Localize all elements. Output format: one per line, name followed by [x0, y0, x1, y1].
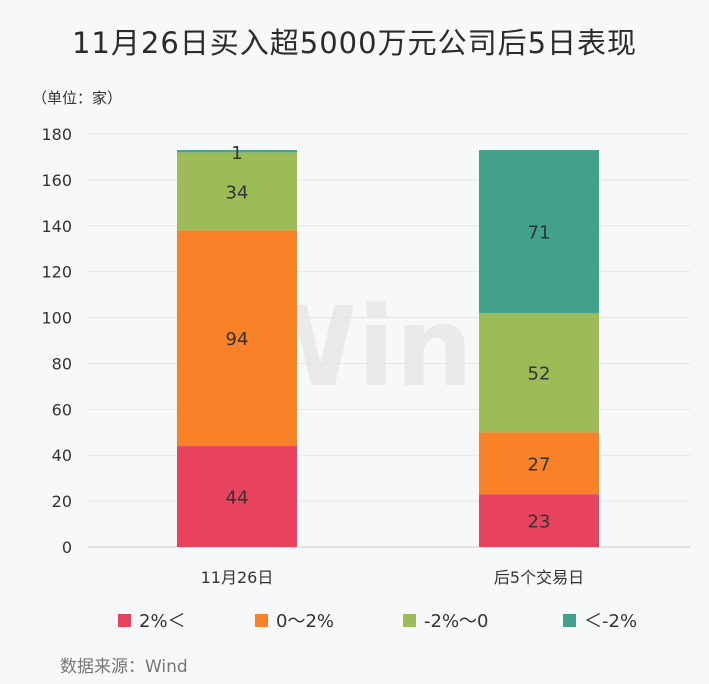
- data-label: 1: [231, 143, 242, 164]
- legend-label: 0～2%: [276, 611, 334, 632]
- legend-label: 2%＜: [139, 611, 186, 632]
- bar-segment: [177, 446, 297, 547]
- bar-segment: [479, 494, 599, 547]
- data-label: 94: [226, 329, 249, 350]
- data-label: 27: [528, 454, 551, 475]
- legend-label: -2%～0: [424, 611, 489, 632]
- legend-swatch: [563, 614, 576, 627]
- bar-segment: [479, 312, 599, 433]
- data-label: 23: [528, 512, 551, 533]
- legend-swatch: [118, 614, 131, 627]
- legend-swatch: [255, 614, 268, 627]
- bar-segment: [177, 230, 297, 447]
- y-tick-label: 80: [52, 354, 72, 373]
- unit-label: （单位：家）: [32, 89, 123, 107]
- y-tick-label: 0: [62, 538, 72, 557]
- bar-segment: [177, 152, 297, 231]
- y-tick-label: 140: [41, 217, 72, 236]
- y-tick-label: 180: [41, 125, 72, 144]
- y-tick-label: 120: [41, 263, 72, 282]
- legend-swatch: [403, 614, 416, 627]
- data-label: 44: [226, 488, 249, 509]
- bar-segment: [479, 432, 599, 495]
- x-category-label: 后5个交易日: [494, 568, 584, 587]
- y-tick-label: 160: [41, 171, 72, 190]
- data-label: 52: [528, 364, 551, 385]
- y-tick-label: 60: [52, 400, 72, 419]
- bar-segment: [177, 150, 297, 153]
- legend-label: ＜-2%: [584, 611, 637, 632]
- source-note: 数据来源：Wind: [60, 657, 188, 677]
- y-tick-label: 100: [41, 309, 72, 328]
- bar-segment: [479, 150, 599, 313]
- y-tick-label: 40: [52, 446, 72, 465]
- x-category-label: 11月26日: [201, 568, 274, 587]
- data-label: 34: [226, 182, 249, 203]
- data-label: 71: [528, 223, 551, 244]
- y-tick-label: 20: [52, 492, 72, 511]
- chart-title: 11月26日买入超5000万元公司后5日表现: [71, 26, 638, 60]
